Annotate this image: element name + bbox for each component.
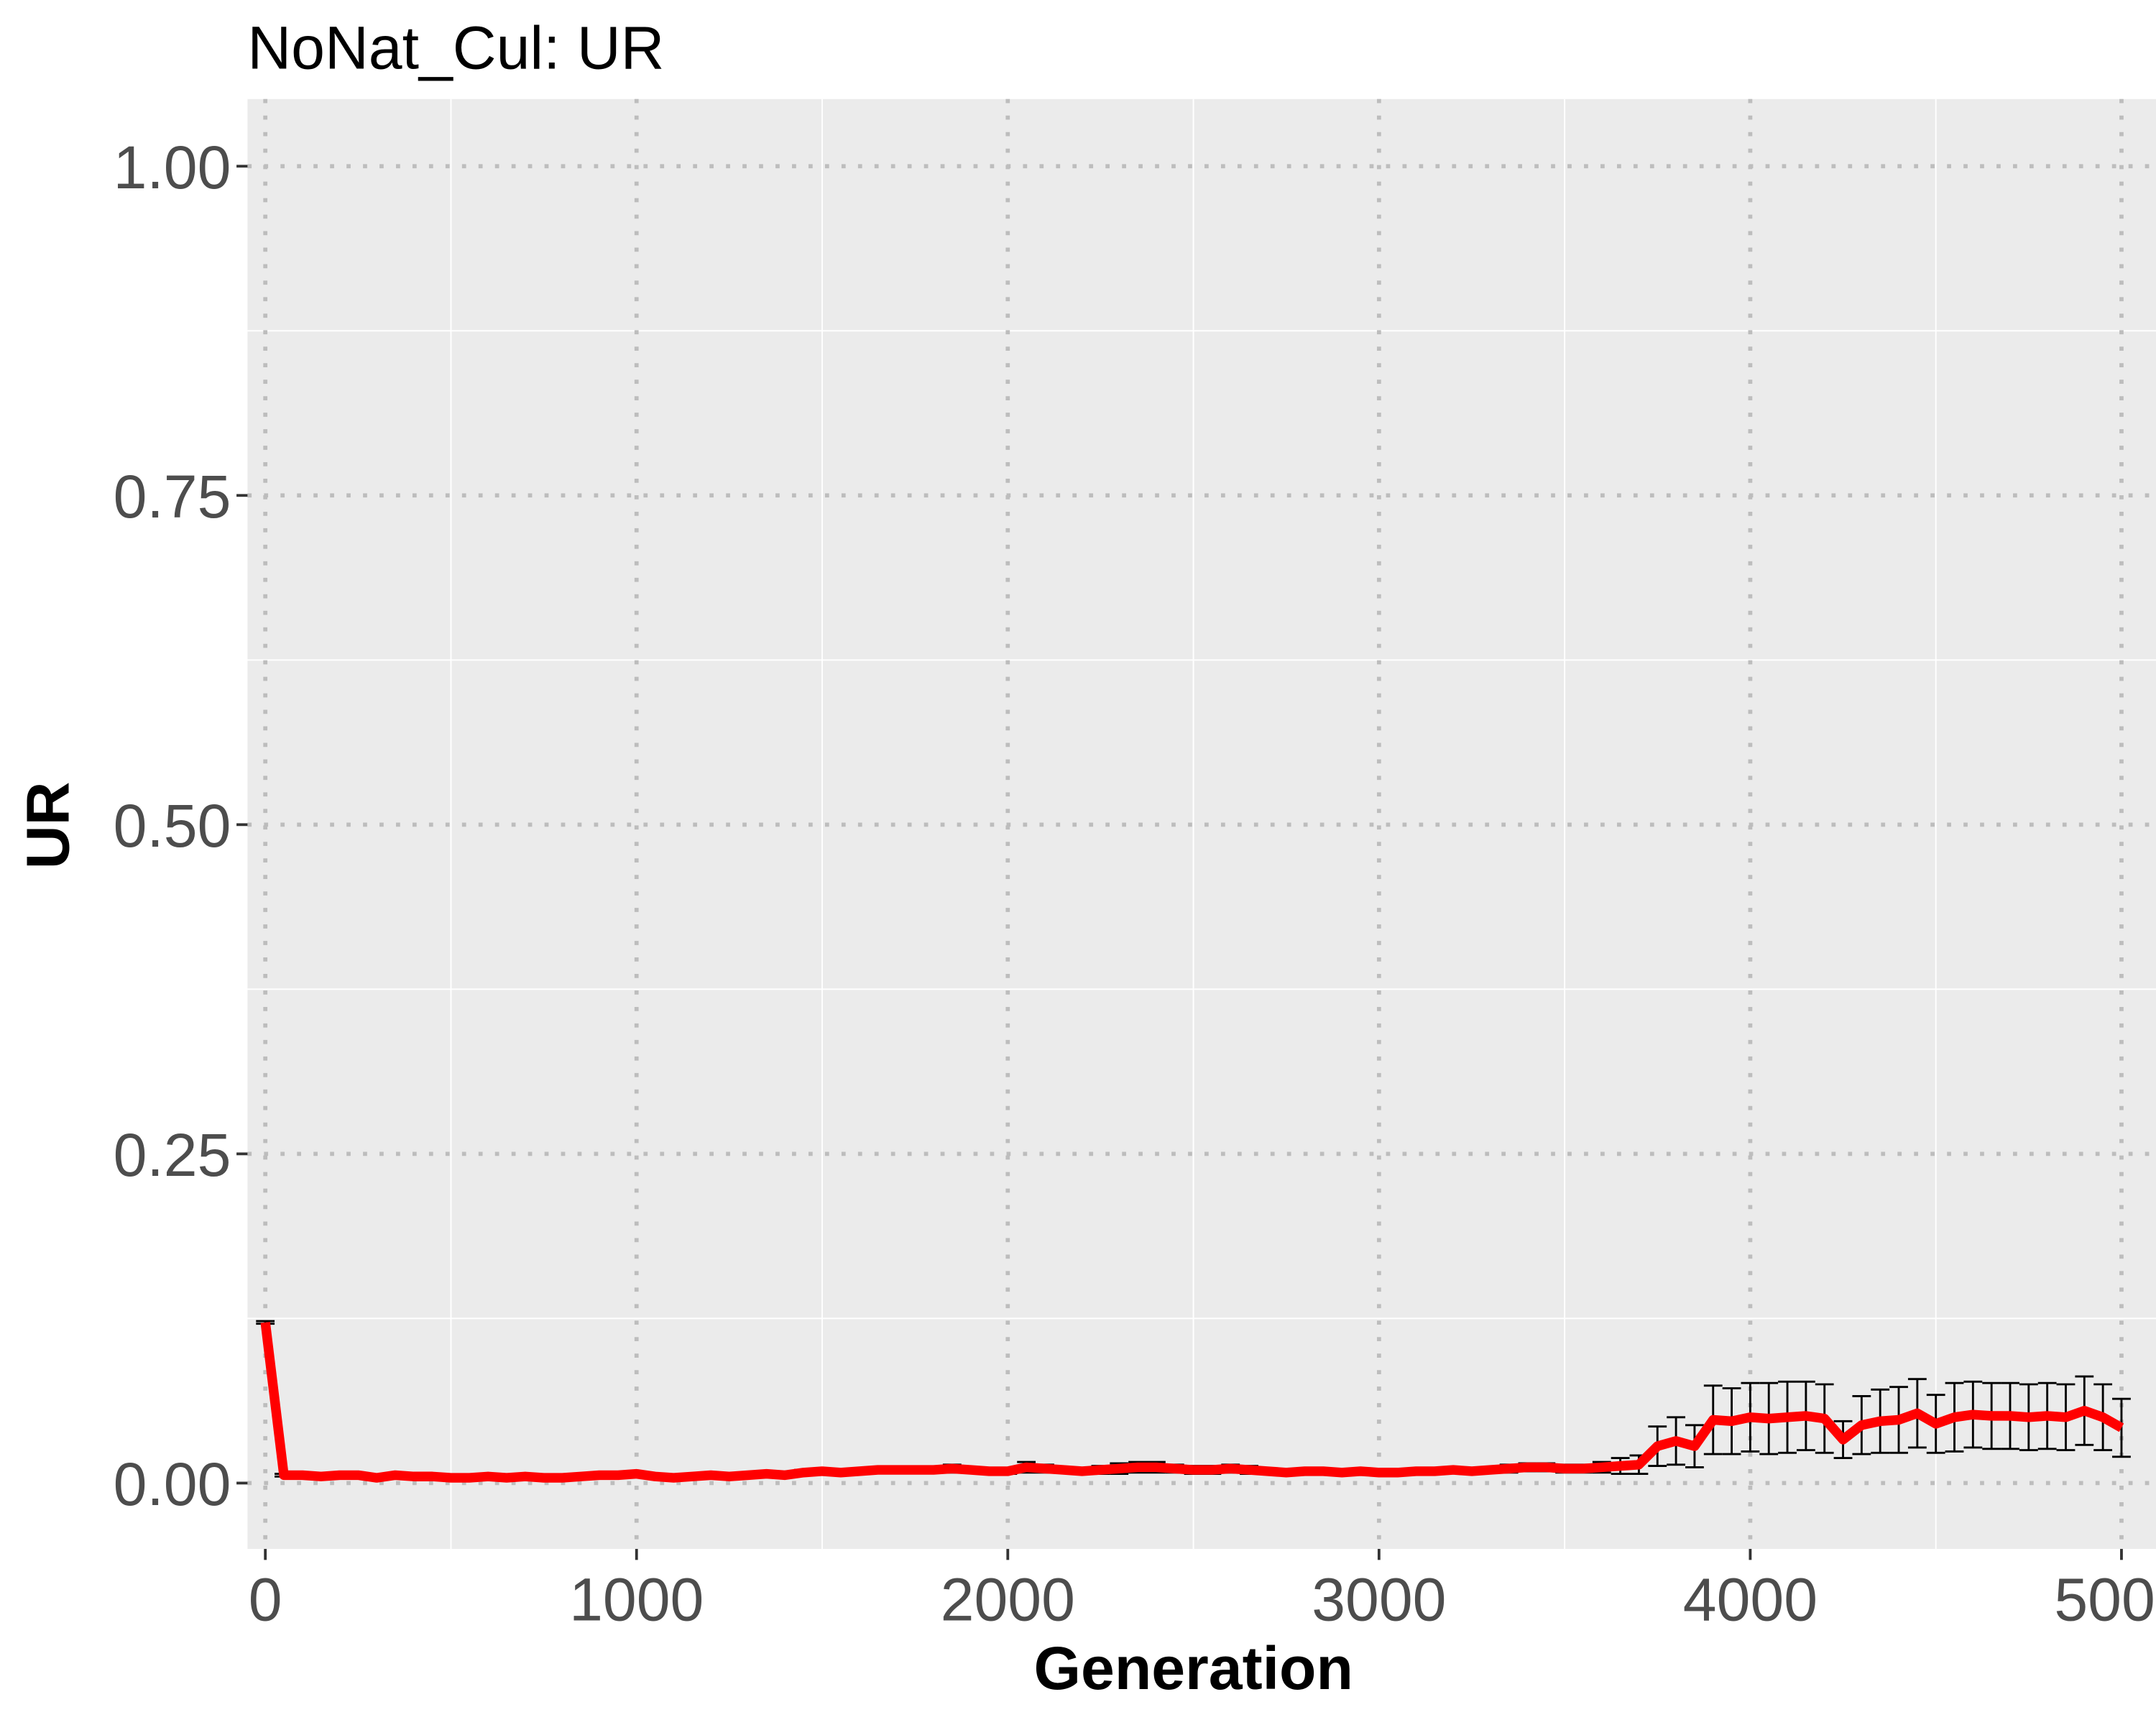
y-tick-label: 0.00	[114, 1450, 231, 1518]
y-axis-label: UR	[14, 782, 82, 870]
y-tick-label: 0.25	[114, 1121, 231, 1189]
x-axis-label: Generation	[1034, 1634, 1353, 1702]
x-tick-label: 5000	[2054, 1566, 2156, 1634]
x-tick-label: 4000	[1683, 1566, 1818, 1634]
x-tick-label: 2000	[941, 1566, 1075, 1634]
x-tick-label: 1000	[569, 1566, 704, 1634]
y-tick-label: 0.75	[114, 463, 231, 530]
x-tick-label: 3000	[1312, 1566, 1446, 1634]
y-tick-label: 0.50	[114, 792, 231, 860]
y-tick-label: 1.00	[114, 134, 231, 201]
error-bar	[2112, 1397, 2131, 1458]
data-line	[260, 1322, 2124, 1483]
x-tick-label: 0	[249, 1566, 282, 1634]
chart-title: NoNat_Cul: UR	[247, 14, 664, 82]
plot-background	[247, 98, 2156, 1550]
